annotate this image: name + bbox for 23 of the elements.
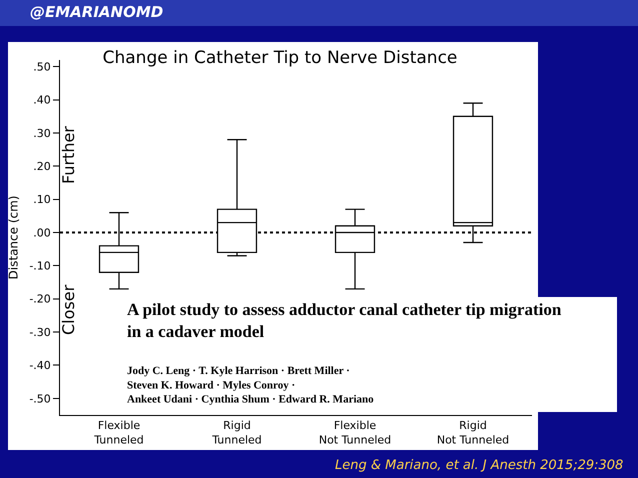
y-tick-label: -.20 [29, 292, 51, 306]
x-tick-label: Rigid Not Tunneled [436, 419, 510, 446]
y-tick-label: .10 [33, 193, 51, 206]
x-tick-label: Flexible Not Tunneled [318, 419, 392, 446]
y-tick-label: -.50 [29, 392, 51, 406]
chart-title: Change in Catheter Tip to Nerve Distance [102, 48, 458, 68]
text: @EMARIANOMD [30, 3, 164, 21]
y-axis-title: Distance (cm) [6, 196, 21, 280]
y-tick-label: -.40 [29, 359, 51, 372]
y-tick-label: .40 [33, 94, 51, 107]
y-tick-label: .00 [33, 226, 51, 240]
y-tick-label: .30 [33, 126, 51, 140]
x-tick-label: Rigid Tunneled [211, 419, 262, 446]
y-tick-label: -.30 [29, 326, 51, 339]
y-tick-label: -.10 [29, 260, 51, 273]
annotation: Further [59, 126, 78, 184]
annotation: Closer [59, 284, 78, 335]
annotation: Jody C. Leng · T. Kyle Harrison · Brett Miller · Steven K. Howard · Myles Conroy · Ankeet Udani · Cynthia Shum · Edward R. Mariano [127, 365, 374, 406]
annotation: A pilot study to assess adductor canal catheter tip migration in a cadaver model [127, 300, 562, 342]
x-tick-label: Flexible Tunneled [93, 419, 144, 446]
text: Leng & Mariano, et al. J Anesth 2015;29:308 [335, 458, 624, 473]
y-tick-label: .50 [33, 60, 51, 74]
y-tick-label: .20 [33, 160, 51, 174]
